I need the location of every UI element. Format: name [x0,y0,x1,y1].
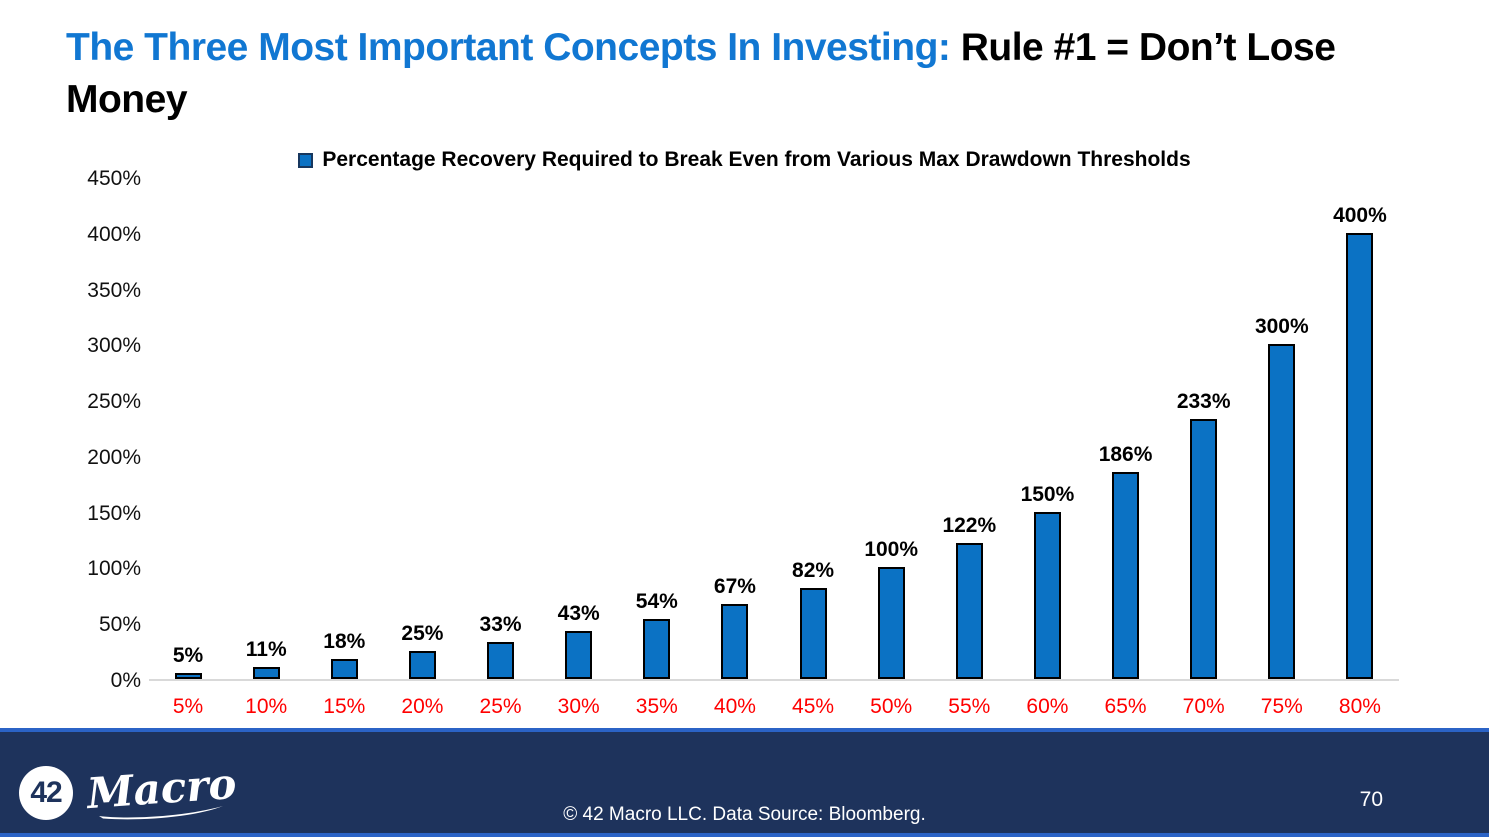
x-axis-tick-label: 20% [401,695,444,718]
bar-value-label: 122% [942,513,997,537]
bar [1112,471,1140,679]
x-axis-tick-label: 70% [1182,695,1225,718]
bar [799,587,827,679]
y-axis-tick-label: 400% [87,222,141,246]
footer: 42 Macro © 42 Macro LLC. Data Source: Bl… [0,728,1489,837]
footer-accent-line-bottom [0,833,1489,837]
bar-cell: 186% [1087,442,1165,679]
bar [252,666,280,679]
bar-cell: 67% [696,575,774,679]
y-axis-tick-label: 350% [87,278,141,302]
bar [1190,419,1218,679]
logo-42-circle-icon: 42 [19,766,73,820]
y-axis-tick-label: 50% [98,613,141,637]
x-axis-tick-label: 75% [1260,695,1303,718]
logo-42-text: 42 [30,776,62,809]
bar [1346,232,1374,679]
x-axis-tick-label: 35% [635,695,678,718]
bar [565,631,593,679]
x-axis-tick-label: 50% [870,695,913,718]
x-axis-tick-label: 65% [1104,695,1147,718]
bar-cell: 300% [1243,315,1321,679]
page-number: 70 [1359,788,1383,811]
bar-value-label: 150% [1020,482,1075,506]
footer-body: 42 Macro © 42 Macro LLC. Data Source: Bl… [0,732,1489,833]
bar [330,658,358,679]
bar-cell: 11% [227,638,305,679]
bar [955,542,983,679]
bar-cell: 54% [618,590,696,679]
x-axis-tick-label: 25% [479,695,522,718]
bar-value-label: 43% [557,602,600,625]
y-axis-tick-label: 200% [87,445,141,469]
bar [174,673,202,679]
bar-cell: 25% [383,622,461,679]
bar-cell: 150% [1008,483,1086,679]
bar-cell: 233% [1165,390,1243,679]
slide-title-highlight: The Three Most Important Concepts In Inv… [66,26,961,69]
bars-container: 5% 11% 18% 25% 33% 43% 54% 67% 82% 100% 122% 150% 18… [149,179,1399,679]
bar [877,567,905,679]
x-axis-tick-label: 60% [1026,695,1069,718]
legend-label: Percentage Recovery Required to Break Ev… [322,148,1191,171]
bar-value-label: 400% [1333,203,1387,227]
y-axis-tick-label: 300% [87,334,141,358]
bar-value-label: 300% [1254,315,1309,339]
bar-cell: 33% [462,613,540,679]
x-axis-tick-label: 55% [948,695,991,718]
x-axis-tick-label: 80% [1338,695,1381,718]
bar-value-label: 18% [323,629,366,653]
footer-copyright: © 42 Macro LLC. Data Source: Bloomberg. [563,804,926,825]
bar-cell: 82% [774,558,852,679]
bar-value-label: 233% [1176,390,1231,414]
bar-value-label: 67% [713,575,756,599]
y-axis-tick-label: 150% [87,501,141,525]
logo-swoosh-icon [99,806,223,820]
x-axis-tick-label: 40% [713,695,756,718]
y-axis-tick-label: 100% [87,557,141,581]
bar-value-label: 100% [864,538,919,562]
x-axis-tick-label: 10% [245,695,288,718]
bar-value-label: 82% [792,558,835,582]
bar-value-label: 11% [245,637,287,661]
legend-swatch-icon [298,152,314,168]
bar-value-label: 33% [479,613,522,637]
bar [721,604,749,679]
bar [408,651,436,679]
bar-cell: 400% [1321,204,1399,679]
y-axis-tick-label: 250% [87,390,141,414]
x-axis-tick-label: 15% [323,695,366,718]
x-axis-labels: 5% 10% 15% 20% 25% 30% 35% 40% 45% 50% 55% 60% 65% 70… [149,695,1399,719]
bar-cell: 43% [540,602,618,679]
bar-cell: 5% [149,644,227,679]
y-axis-tick-label: 450% [87,167,141,190]
plot-area: 5% 11% 18% 25% 33% 43% 54% 67% 82% 100% 122% 150% 18… [149,179,1399,681]
bar-cell: 18% [305,630,383,679]
x-axis-tick-label: 5% [172,695,204,718]
bar [1033,511,1061,679]
x-axis-tick-label: 30% [557,695,600,718]
bar [487,642,515,679]
logo-macro-script: Macro [85,759,238,820]
chart-legend: Percentage Recovery Required to Break Ev… [0,148,1489,172]
bar-value-label: 5% [172,644,204,668]
logo-42-macro: 42 Macro [19,740,238,820]
bar-cell: 100% [852,538,930,679]
y-axis-tick-label: 0% [110,669,141,692]
bar [1268,344,1296,679]
bar-value-label: 54% [635,589,678,613]
slide-title-rest: Rule #1 = Don’t Lose Money [66,26,1336,121]
bar-value-label: 25% [401,622,444,646]
footer-accent-line-top [0,728,1489,732]
bar [643,618,671,679]
slide-title: The Three Most Important Concepts In Inv… [66,22,1426,126]
bar-cell: 122% [930,514,1008,679]
x-axis-tick-label: 45% [792,695,835,718]
bar-value-label: 186% [1098,442,1153,466]
